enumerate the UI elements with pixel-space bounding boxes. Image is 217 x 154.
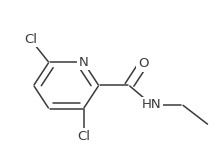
- Text: Cl: Cl: [77, 130, 90, 143]
- Text: Cl: Cl: [24, 33, 37, 46]
- Text: N: N: [79, 56, 88, 69]
- Text: HN: HN: [142, 98, 162, 111]
- Text: O: O: [138, 57, 148, 70]
